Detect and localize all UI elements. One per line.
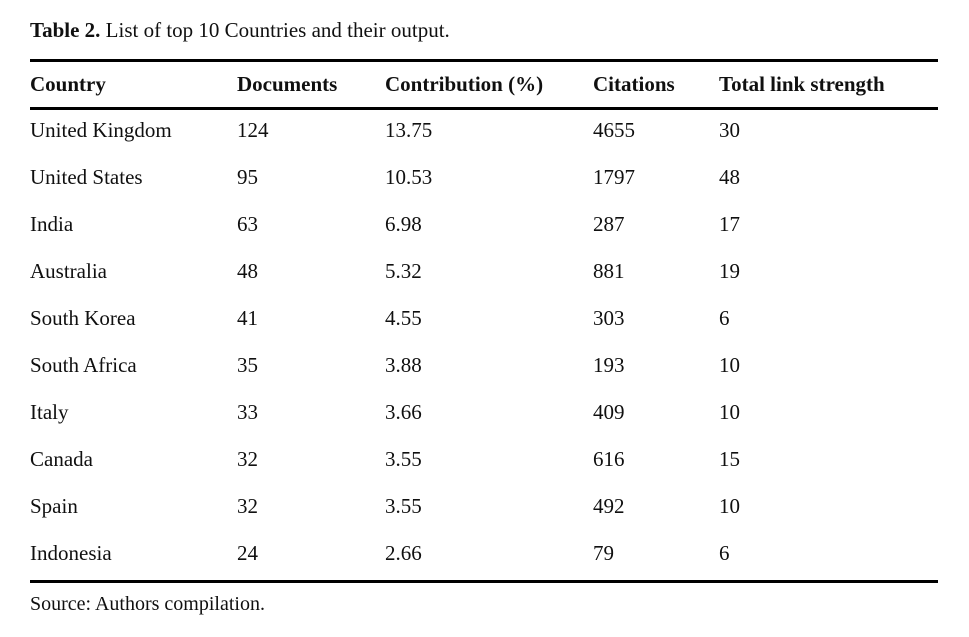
cell-contribution: 5.32 <box>385 259 422 283</box>
cell-country: Italy <box>30 400 69 424</box>
cell-country: Canada <box>30 447 93 471</box>
cell-documents: 41 <box>237 306 258 330</box>
table-caption-text: List of top 10 Countries and their outpu… <box>105 18 450 42</box>
cell-citations: 1797 <box>593 165 635 189</box>
table-row: India 63 6.98 287 17 <box>30 201 938 248</box>
cell-total-link-strength: 6 <box>719 306 730 330</box>
cell-total-link-strength: 10 <box>719 400 740 424</box>
cell-total-link-strength: 10 <box>719 353 740 377</box>
cell-contribution: 6.98 <box>385 212 422 236</box>
column-header-documents: Documents <box>237 72 338 96</box>
column-header-contribution: Contribution (%) <box>385 72 544 96</box>
cell-documents: 48 <box>237 259 258 283</box>
cell-citations: 881 <box>593 259 625 283</box>
table-row: Australia 48 5.32 881 19 <box>30 248 938 295</box>
column-header-country: Country <box>30 72 106 96</box>
cell-citations: 287 <box>593 212 625 236</box>
cell-citations: 409 <box>593 400 625 424</box>
cell-documents: 63 <box>237 212 258 236</box>
cell-total-link-strength: 17 <box>719 212 740 236</box>
cell-contribution: 3.88 <box>385 353 422 377</box>
cell-contribution: 4.55 <box>385 306 422 330</box>
table-row: South Korea 41 4.55 303 6 <box>30 295 938 342</box>
table-header-rule <box>30 107 938 110</box>
cell-country: South Korea <box>30 306 136 330</box>
cell-citations: 193 <box>593 353 625 377</box>
table-caption-label: Table 2. <box>30 18 101 42</box>
cell-documents: 95 <box>237 165 258 189</box>
table-caption: Table 2. List of top 10 Countries and th… <box>30 16 940 44</box>
cell-contribution: 3.55 <box>385 447 422 471</box>
cell-citations: 79 <box>593 541 614 565</box>
table-row: Italy 33 3.66 409 10 <box>30 389 938 436</box>
cell-country: Indonesia <box>30 541 112 565</box>
cell-country: South Africa <box>30 353 137 377</box>
column-header-citations: Citations <box>593 72 675 96</box>
cell-citations: 616 <box>593 447 625 471</box>
cell-documents: 32 <box>237 494 258 518</box>
cell-country: Spain <box>30 494 78 518</box>
cell-documents: 35 <box>237 353 258 377</box>
cell-country: United States <box>30 165 143 189</box>
countries-output-table: Country Documents Contribution (%) Citat… <box>30 62 938 577</box>
cell-contribution: 10.53 <box>385 165 433 189</box>
cell-total-link-strength: 48 <box>719 165 740 189</box>
table-row: Indonesia 24 2.66 79 6 <box>30 530 938 577</box>
cell-total-link-strength: 15 <box>719 447 740 471</box>
table-row: Canada 32 3.55 616 15 <box>30 436 938 483</box>
cell-country: India <box>30 212 74 236</box>
table-top-rule <box>30 59 938 62</box>
cell-contribution: 3.55 <box>385 494 422 518</box>
table-row: United States 95 10.53 1797 48 <box>30 154 938 201</box>
cell-contribution: 3.66 <box>385 400 422 424</box>
cell-documents: 32 <box>237 447 258 471</box>
table-header-row: Country Documents Contribution (%) Citat… <box>30 62 938 107</box>
cell-documents: 33 <box>237 400 258 424</box>
cell-citations: 492 <box>593 494 625 518</box>
column-header-total-link-strength: Total link strength <box>719 72 885 96</box>
table-row: Spain 32 3.55 492 10 <box>30 483 938 530</box>
cell-total-link-strength: 10 <box>719 494 740 518</box>
source-note: Source: Authors compilation. <box>30 593 265 615</box>
cell-citations: 303 <box>593 306 625 330</box>
cell-contribution: 13.75 <box>385 118 433 142</box>
cell-total-link-strength: 6 <box>719 541 730 565</box>
cell-contribution: 2.66 <box>385 541 422 565</box>
cell-total-link-strength: 30 <box>719 118 740 142</box>
cell-total-link-strength: 19 <box>719 259 740 283</box>
table-row: United Kingdom 124 13.75 4655 30 <box>30 107 938 154</box>
table-row: South Africa 35 3.88 193 10 <box>30 342 938 389</box>
cell-citations: 4655 <box>593 118 635 142</box>
table-bottom-rule <box>30 580 938 583</box>
cell-country: United Kingdom <box>30 118 172 142</box>
cell-country: Australia <box>30 259 107 283</box>
cell-documents: 24 <box>237 541 258 565</box>
cell-documents: 124 <box>237 118 269 142</box>
